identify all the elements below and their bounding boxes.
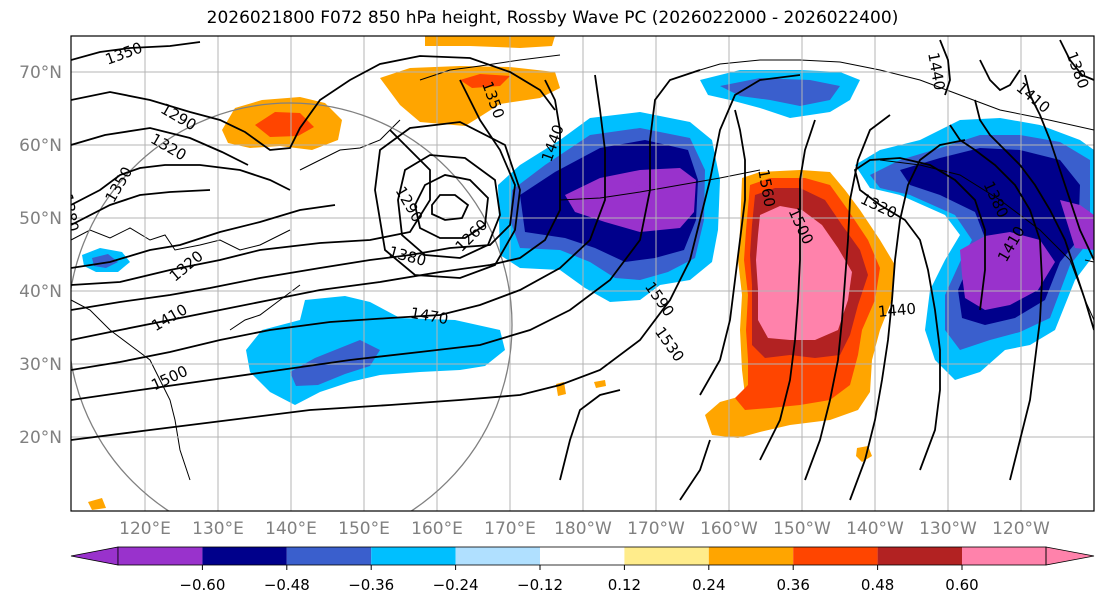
colorbar-tick-label: −0.60 <box>179 576 225 594</box>
colorbar-extend-max <box>1045 546 1095 566</box>
colorbar-tick-label: −0.48 <box>264 576 310 594</box>
colorbar-tick-label: 0.12 <box>608 576 641 594</box>
colorbar-tick-label: 0.60 <box>945 576 978 594</box>
contour-label: 1440 <box>877 300 917 321</box>
colorbar-extend-min <box>70 546 119 566</box>
lon-label: 180°W <box>554 519 612 539</box>
lat-label: 30°N <box>19 355 62 375</box>
lon-label: 160°W <box>700 519 758 539</box>
colorbar-bin <box>371 547 456 565</box>
lon-label: 150°W <box>773 519 831 539</box>
colorbar-bin <box>202 547 287 565</box>
colorbar-tick-label: 0.24 <box>692 576 725 594</box>
latitude-labels: 70°N 60°N 50°N 40°N 30°N 20°N <box>19 63 62 448</box>
lon-label: 130°W <box>919 519 977 539</box>
lon-label: 170°W <box>627 519 685 539</box>
lon-label: 160°E <box>411 519 463 539</box>
map-title: 2026021800 F072 850 hPa height, Rossby W… <box>206 8 899 28</box>
colorbar-bin <box>877 547 962 565</box>
lon-label: 170°E <box>484 519 536 539</box>
colorbar-tick-label: −0.36 <box>348 576 394 594</box>
colorbar-bin <box>455 547 540 565</box>
colorbar-bin <box>286 547 372 565</box>
colorbar-tick-label: 0.36 <box>776 576 809 594</box>
colorbar-bin <box>624 547 709 565</box>
lon-label: 140°E <box>265 519 317 539</box>
contour-label: 1380 <box>58 192 82 233</box>
lat-label: 60°N <box>19 136 62 156</box>
colorbar-tick-label: 0.48 <box>861 576 894 594</box>
lon-label: 120°E <box>119 519 171 539</box>
lon-label: 130°E <box>192 519 244 539</box>
longitude-labels: 120°E 130°E 140°E 150°E 160°E 170°E 180°… <box>119 519 1050 539</box>
lon-label: 140°W <box>846 519 904 539</box>
lon-label: 120°W <box>992 519 1050 539</box>
colorbar-tick-label: −0.12 <box>517 576 563 594</box>
colorbar-bin <box>118 547 203 565</box>
lat-label: 40°N <box>19 282 62 302</box>
lat-label: 50°N <box>19 209 62 229</box>
colorbar-bin <box>962 547 1046 565</box>
colorbar-bin <box>708 547 794 565</box>
reference-circle <box>71 102 513 511</box>
coastlines <box>71 54 1094 481</box>
lat-label: 70°N <box>19 63 62 83</box>
plot-frame <box>70 35 1095 512</box>
height-contours <box>71 39 1094 501</box>
lon-label: 150°E <box>338 519 390 539</box>
lat-label: 20°N <box>19 428 62 448</box>
colorbar: −0.60 −0.48 −0.36 −0.24 −0.12 0.12 0.24 … <box>70 546 1095 594</box>
colorbar-bin <box>793 547 878 565</box>
colorbar-tick-label: −0.24 <box>433 576 479 594</box>
colorbar-bin <box>540 547 625 565</box>
